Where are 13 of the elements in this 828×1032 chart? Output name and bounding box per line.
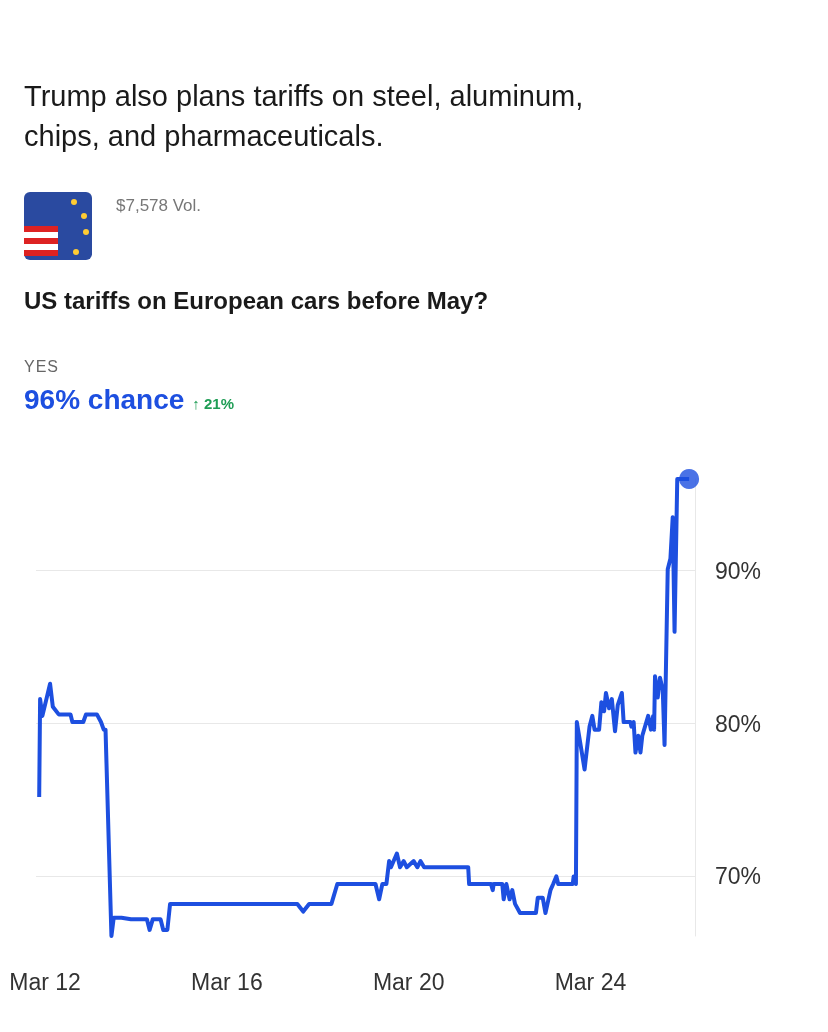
y-tick-label: 70% — [715, 863, 762, 890]
text: YES — [24, 358, 60, 376]
chart-title: Trump also plans tariffs on steel, aluminum, chips, and pharmaceuticals. — [24, 79, 585, 154]
y-tick-label: 90% — [715, 557, 762, 584]
x-tick-label: Mar 24 — [554, 968, 627, 995]
text: $7,578 Vol. — [116, 196, 202, 216]
text: 96% chance — [24, 384, 185, 415]
chart-subtitle: US tariffs on European cars before May? — [24, 287, 489, 315]
text: ↑ 21% — [192, 395, 235, 412]
x-tick-label: Mar 12 — [9, 968, 81, 995]
x-tick-label: Mar 16 — [191, 968, 263, 995]
y-tick-label: 80% — [715, 710, 762, 737]
x-tick-label: Mar 20 — [372, 968, 445, 995]
